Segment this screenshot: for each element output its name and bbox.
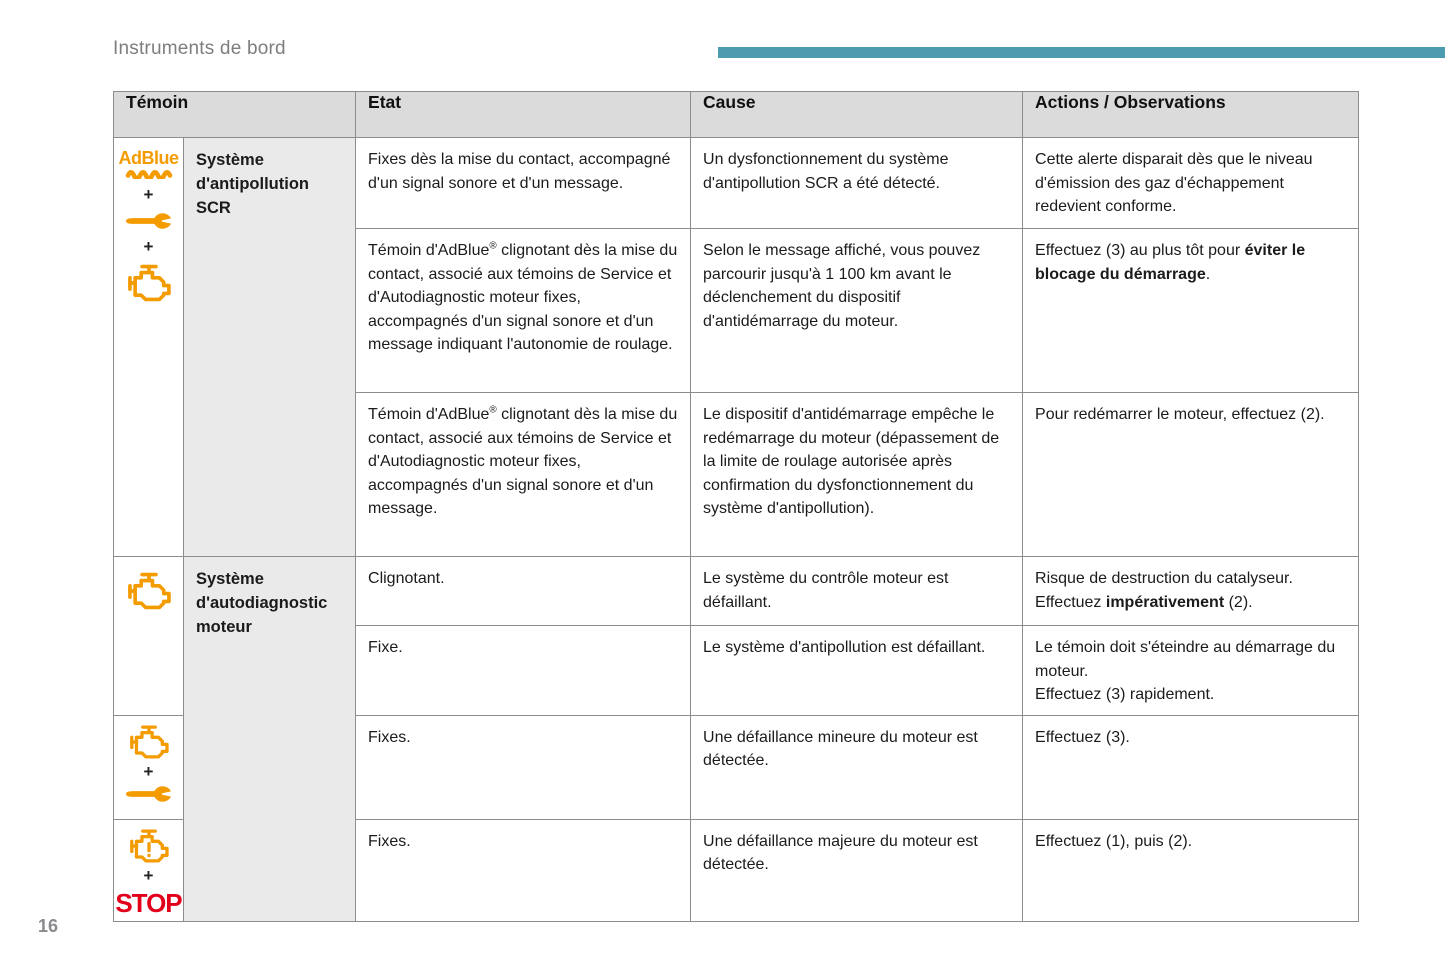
plus-sign: +: [143, 185, 154, 204]
table-header-row: Témoin Etat Cause Actions / Observations: [112, 91, 1360, 138]
etat-cell: Fixes.: [355, 818, 692, 922]
col-header-etat: Etat: [355, 91, 692, 138]
col-header-temoin: Témoin: [112, 91, 357, 138]
adblue-logo-icon: AdBlue: [118, 148, 180, 168]
col-header-actions: Actions / Observations: [1022, 91, 1360, 138]
system-label-scr: Système d'antipollution SCR: [182, 137, 357, 557]
system-label-autodiagnostic: Système d'autodiagnostic moteur: [182, 556, 357, 922]
table-row: Fixe. Le système d'antipollution est déf…: [114, 625, 1360, 716]
actions-cell: Cette alerte disparait dès que le niveau…: [1022, 137, 1360, 229]
table-row: Système d'autodiagnostic moteur Clignota…: [113, 556, 1360, 922]
indicator-icon-engine: [113, 556, 184, 716]
table-row: AdBlue + +: [113, 137, 1360, 557]
actions-cell: Effectuez (1), puis (2).: [1022, 818, 1360, 922]
table-row: + STOP Fixes. Une défaillance majeure du…: [113, 818, 1360, 922]
stop-icon: STOP: [115, 887, 182, 918]
actions-cell: Pour redémarrer le moteur, effectuez (2)…: [1022, 392, 1360, 557]
page-number: 16: [38, 916, 59, 936]
indicator-icons-scr: AdBlue + +: [113, 137, 184, 557]
page-title: Instruments de bord: [113, 38, 286, 59]
cause-cell: Le système d'antipollution est défaillan…: [690, 625, 1024, 716]
etat-cell: Témoin d'AdBlue® clignotant dès la mise …: [355, 228, 692, 393]
header-accent-bar: [718, 47, 1445, 58]
cause-cell: Une défaillance mineure du moteur est dé…: [690, 714, 1024, 820]
cause-cell: Un dysfonctionnement du système d'antipo…: [690, 137, 1024, 229]
actions-cell: Effectuez (3) au plus tôt pour éviter le…: [1022, 228, 1360, 393]
cause-cell: Le dispositif d'antidémarrage empêche le…: [690, 392, 1024, 557]
plus-sign: +: [143, 237, 154, 256]
etat-cell: Fixes dès la mise du contact, accompagné…: [355, 137, 692, 229]
plus-sign: +: [143, 761, 154, 781]
adblue-wave-icon: [125, 170, 172, 179]
indicator-icons-engine-stop: + STOP: [113, 818, 184, 922]
actions-cell: Effectuez (3).: [1022, 714, 1360, 820]
table-row: Témoin d'AdBlue® clignotant dès la mise …: [114, 228, 1360, 393]
engine-diagnostic-icon: [127, 264, 171, 302]
etat-cell: Clignotant.: [355, 556, 692, 626]
cause-cell: Selon le message affiché, vous pouvez pa…: [690, 228, 1024, 393]
col-header-cause: Cause: [690, 91, 1024, 138]
actions-cell: Le témoin doit s'éteindre au démarrage d…: [1022, 625, 1360, 716]
etat-cell: Fixe.: [355, 625, 692, 716]
indicator-icons-engine-service: +: [113, 714, 184, 820]
table-row: + Fixes. Une défaillance mineure du mote…: [113, 714, 1360, 820]
cause-cell: Une défaillance majeure du moteur est dé…: [690, 818, 1024, 922]
cause-cell: Le système du contrôle moteur est défail…: [690, 556, 1024, 626]
etat-cell: Témoin d'AdBlue® clignotant dès la mise …: [355, 392, 692, 557]
table-row: Témoin d'AdBlue® clignotant dès la mise …: [114, 392, 1360, 557]
engine-diagnostic-icon: [129, 724, 169, 759]
engine-exclamation-icon: [129, 828, 169, 863]
plus-sign: +: [143, 865, 154, 885]
service-wrench-icon: [125, 785, 171, 802]
engine-diagnostic-icon: [127, 572, 171, 610]
service-wrench-icon: [125, 213, 171, 229]
warning-lights-table: Témoin Etat Cause Actions / Observations…: [112, 91, 1360, 922]
etat-cell: Fixes.: [355, 714, 692, 820]
actions-cell: Risque de destruction du catalyseur. Eff…: [1022, 556, 1360, 626]
